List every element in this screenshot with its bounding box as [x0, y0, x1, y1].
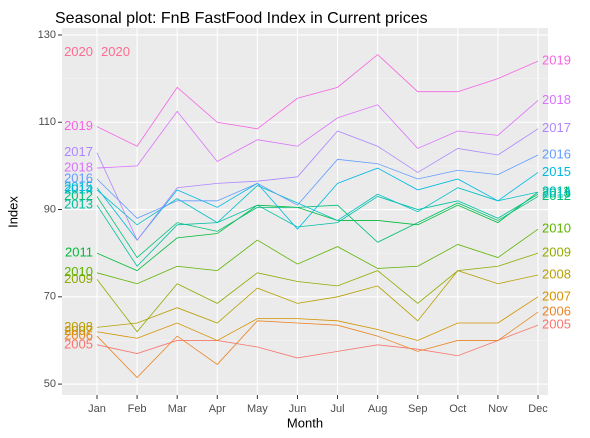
x-tick-label: Jun: [289, 403, 307, 415]
series-label-start: 2006: [64, 328, 93, 343]
y-tick-label: 110: [38, 116, 56, 128]
x-tick-label: Apr: [209, 403, 226, 415]
x-tick-label: Jul: [331, 403, 345, 415]
series-line: [96, 167, 539, 241]
series-label-end: 2006: [542, 304, 571, 319]
series-label-end: 2016: [542, 146, 571, 161]
y-tick-label: 70: [44, 291, 56, 303]
series-label-start: 2016: [64, 170, 93, 185]
series-label-start: 2012: [64, 188, 93, 203]
x-tick-label: Sep: [408, 403, 428, 415]
series-label-end: 2005: [542, 317, 571, 332]
x-tick-label: Oct: [449, 403, 466, 415]
series-label-end: 2014: [542, 184, 571, 199]
series-label-end: 2020: [101, 44, 130, 59]
series-line: [96, 128, 539, 241]
series-label-end: 2009: [542, 245, 571, 260]
x-tick-label: Jan: [88, 403, 106, 415]
y-tick-label: 90: [44, 203, 56, 215]
x-tick-label: May: [247, 403, 268, 415]
series-label-start: 2010: [64, 264, 93, 279]
series-label-end: 2011: [542, 184, 570, 199]
series-label-end: 2008: [542, 266, 571, 281]
series-line: [96, 193, 539, 267]
series-label-end: 2019: [542, 53, 571, 68]
series-label-start: 2015: [64, 179, 93, 194]
series-line: [96, 54, 539, 147]
series-line: [96, 296, 539, 341]
series-label-start: 2019: [64, 118, 93, 133]
series-label-end: 2013: [542, 186, 571, 201]
series-label-start: 2020: [64, 44, 93, 59]
series-label-start: 2007: [64, 323, 93, 338]
series-label-end: 2018: [542, 92, 571, 107]
series-line: [96, 185, 539, 226]
series-label-end: 2012: [542, 188, 571, 203]
panel: [62, 28, 548, 395]
series-label-start: 2008: [64, 319, 93, 334]
series-line: [96, 191, 539, 272]
series-label-end: 2017: [542, 120, 571, 135]
series-line: [96, 228, 539, 285]
y-axis-label: Index: [5, 196, 20, 228]
series-line: [96, 100, 539, 169]
x-tick-label: Aug: [368, 403, 388, 415]
series-label-start: 2014: [64, 181, 93, 196]
series-line: [96, 311, 539, 379]
x-tick-label: Mar: [168, 403, 187, 415]
series-label-end: 2010: [542, 221, 571, 236]
y-tick-label: 130: [38, 29, 56, 41]
x-tick-label: Dec: [528, 403, 548, 415]
series-label-start: 2017: [64, 144, 93, 159]
series-label-start: 2005: [64, 336, 93, 351]
series-label-start: 2009: [64, 271, 93, 286]
series-label-start: 2011: [65, 245, 93, 260]
x-axis-label: Month: [287, 415, 323, 430]
y-tick-label: 50: [44, 378, 56, 390]
series-line: [96, 154, 539, 219]
chart-title: Seasonal plot: FnB FastFood Index in Cur…: [55, 10, 428, 27]
series-line: [96, 252, 539, 333]
series-line: [96, 270, 539, 328]
series-label-end: 2015: [542, 164, 571, 179]
series-label-start: 2013: [64, 197, 93, 212]
x-tick-label: Feb: [128, 403, 147, 415]
series-label-start: 2018: [64, 160, 93, 175]
series-label-end: 2007: [542, 288, 571, 303]
x-tick-label: Nov: [488, 403, 508, 415]
